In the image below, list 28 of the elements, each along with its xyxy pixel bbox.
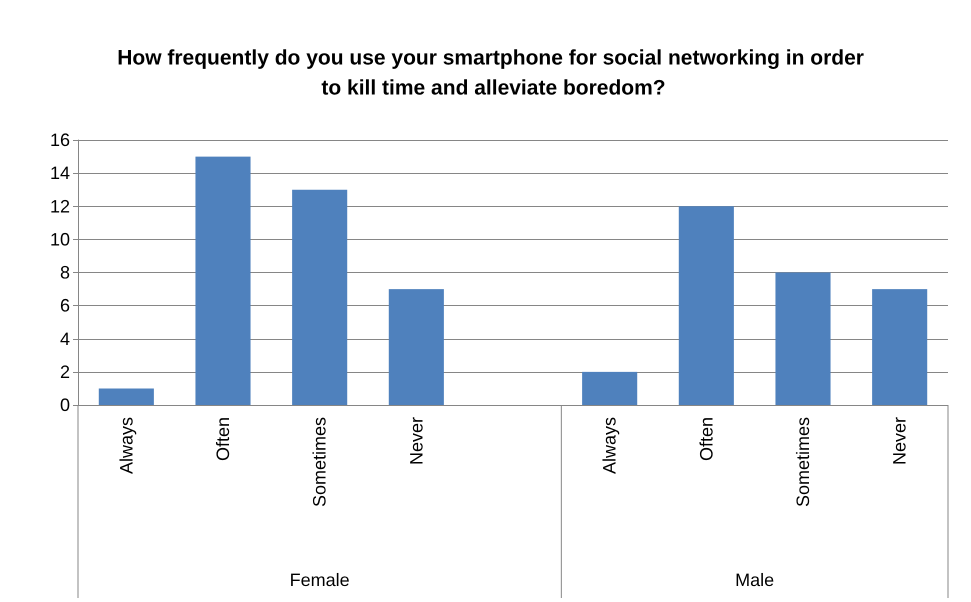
text: Female [290,570,350,590]
y-tick-label: 16 [50,130,70,150]
y-tick-label: 4 [60,328,70,349]
text: Male [735,570,774,590]
bar [388,289,444,405]
x-tick-label: Always [600,417,620,474]
y-tick-label: 10 [50,229,70,250]
bar [582,372,638,405]
x-tick-label: Always [116,417,136,474]
x-tick-label: Sometimes [793,417,813,508]
y-tick-label: 2 [60,362,70,382]
x-tick-label: Often [213,417,233,462]
bar [872,289,928,405]
y-tick-label: 8 [60,262,70,282]
y-tick-label: 12 [50,196,70,216]
x-tick-label: Never [406,416,426,466]
chart-title: How frequently do you use your smartphone for social networking in order to kill time and alleviate boredom? [117,46,870,100]
x-tick-label: Sometimes [310,417,330,508]
bar [98,388,154,405]
bar [292,190,348,405]
x-tick-label: Never [890,416,910,466]
bar [195,156,251,405]
bar [775,272,831,405]
y-tick-label: 6 [60,296,70,316]
y-tick-label: 14 [50,163,70,184]
x-tick-label: Often [696,417,716,462]
y-tick-label: 0 [60,395,70,415]
bar [678,206,734,405]
